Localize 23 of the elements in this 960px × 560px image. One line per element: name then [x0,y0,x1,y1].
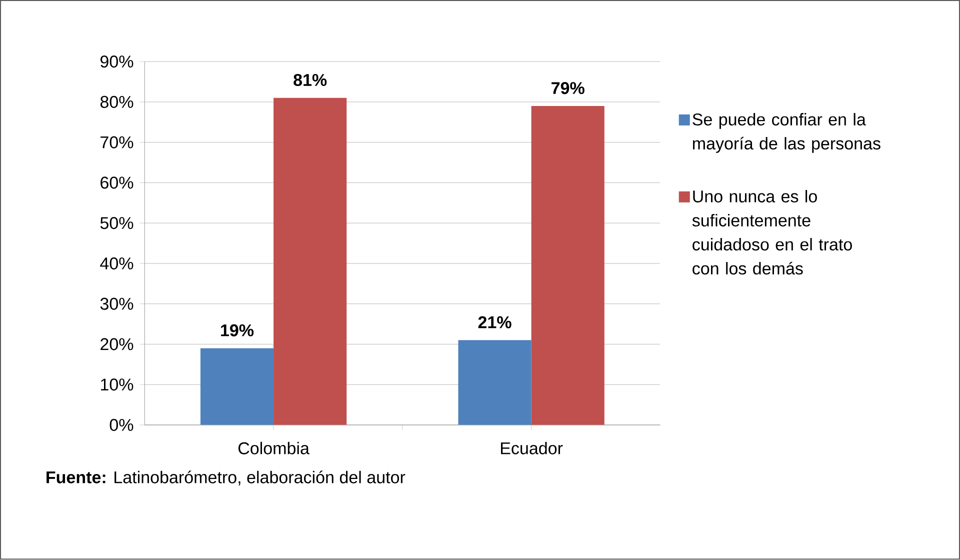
data-label: 21% [478,316,512,328]
y-tick-label: 20% [100,338,134,350]
data-label: 19% [221,324,254,337]
bar [458,340,532,426]
y-tick-label: 90% [100,56,134,68]
data-label: 79% [552,82,584,94]
y-tick-label: 10% [101,378,134,391]
bar [200,348,274,426]
x-tick-label: Colombia [238,442,310,455]
y-tick-label: 70% [100,136,134,149]
data-label: 81% [294,74,327,86]
legend-label: Se puede confiar en la mayoría de las personas [692,113,880,154]
bar [531,106,604,426]
y-tick-label: 0% [110,419,134,432]
x-tick-label: Ecuador [501,442,563,455]
text: Fuente: Latinobarómetro, elaboración del autor [46,470,406,486]
y-tick-label: 80% [100,96,134,108]
y-tick-label: 50% [100,217,134,230]
y-tick-label: 40% [100,258,134,270]
legend-label: Uno nunca es lo suficientemente cuidadoso en el trato con los demás [692,190,852,275]
y-tick-label: 60% [100,176,134,189]
bar [274,98,347,426]
y-tick-label: 30% [100,298,134,310]
